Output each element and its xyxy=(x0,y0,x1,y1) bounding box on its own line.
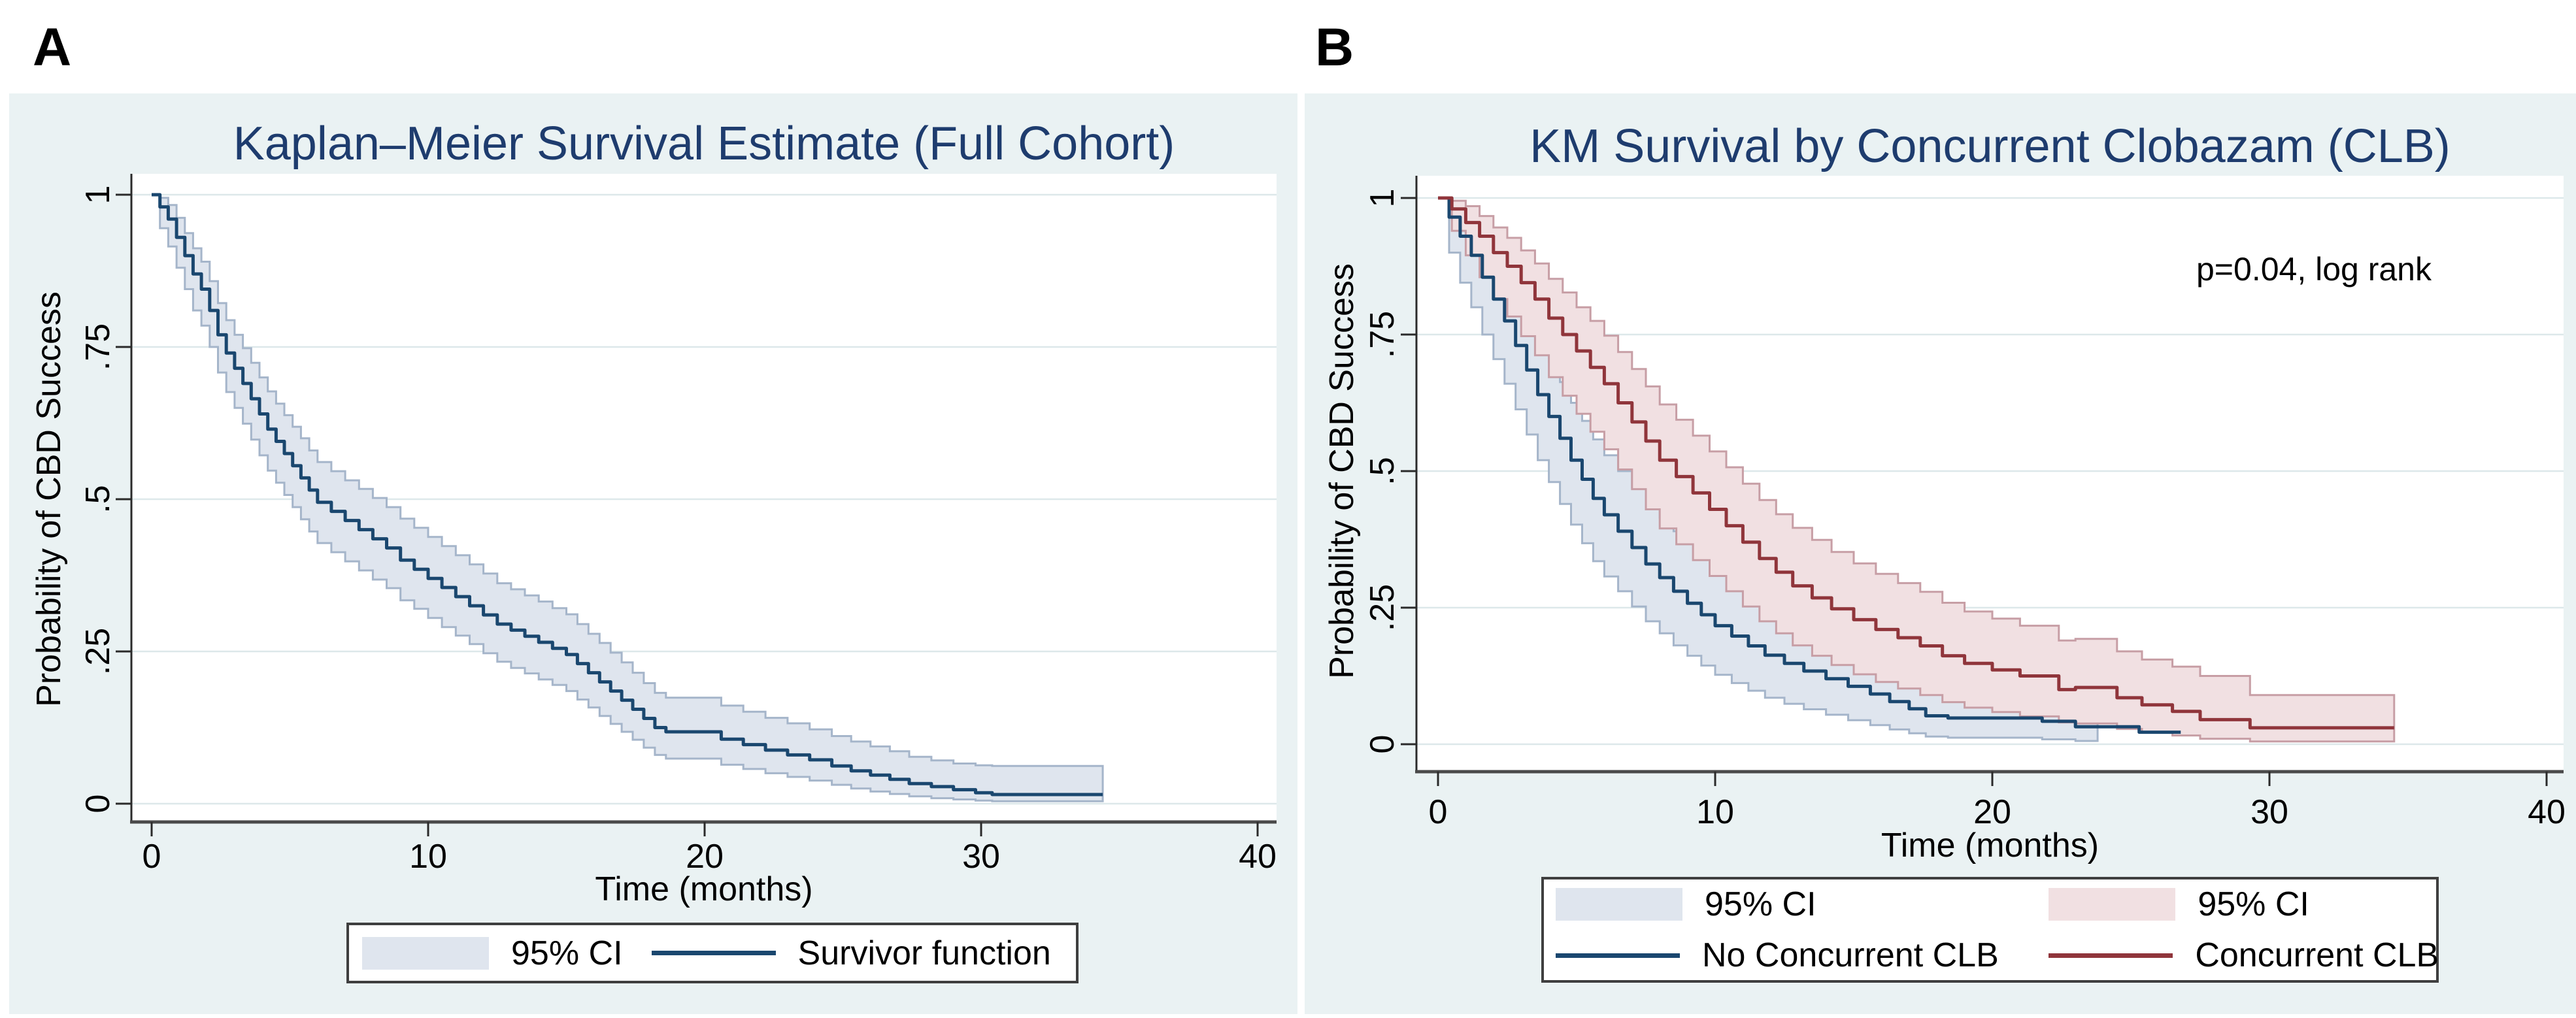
legend-label: 95% CI xyxy=(511,934,623,972)
y-tick-label: .25 xyxy=(79,627,117,676)
legend-item: 95% CI xyxy=(362,934,623,973)
legend-label: 95% CI xyxy=(1705,885,1816,923)
x-axis-title: Time (months) xyxy=(595,870,813,908)
y-tick-label: .75 xyxy=(79,323,117,371)
y-axis-title: Probability of CBD Success xyxy=(30,291,68,707)
ci-band-swatch xyxy=(2049,888,2176,921)
figure-label-a: A xyxy=(33,18,72,77)
legend-item: 95% CI xyxy=(2049,885,2436,924)
panel-title: KM Survival by Concurrent Clobazam (CLB) xyxy=(1530,120,2451,172)
km-plot-full-cohort xyxy=(116,174,1277,836)
ci-band xyxy=(152,193,1104,802)
y-tick-label: 1 xyxy=(79,185,117,205)
x-tick-label: 0 xyxy=(142,838,161,876)
x-tick-label: 30 xyxy=(2250,793,2288,831)
y-tick-label: .25 xyxy=(1363,583,1401,632)
legend-item: Survivor function xyxy=(651,934,1051,973)
line-swatch xyxy=(2049,953,2173,958)
legend-item: Concurrent CLB xyxy=(2049,936,2439,975)
x-tick-label: 30 xyxy=(962,838,1000,876)
survival-step-line xyxy=(152,193,1103,796)
legend-label: 95% CI xyxy=(2198,885,2309,923)
ci-band-swatch xyxy=(362,936,489,970)
x-tick-label: 20 xyxy=(1973,793,2011,831)
y-tick-label: .75 xyxy=(1363,310,1401,359)
x-tick-label: 10 xyxy=(409,838,447,876)
panel-a: Kaplan–Meier Survival Estimate (Full Coh… xyxy=(9,93,1297,1014)
panel-b: KM Survival by Concurrent Clobazam (CLB)… xyxy=(1305,93,2576,1014)
y-tick-label: 1 xyxy=(1363,188,1401,208)
x-tick-label: 10 xyxy=(1696,793,1734,831)
legend-box: 95% CI Survivor function xyxy=(346,923,1079,983)
y-axis-title: Probability of CBD Success xyxy=(1323,263,1361,679)
ci-band xyxy=(1438,197,2396,743)
line-swatch xyxy=(651,951,776,955)
survival-step-line xyxy=(1438,196,2394,730)
legend-label: Survivor function xyxy=(797,934,1051,972)
legend-item: No Concurrent CLB xyxy=(1556,936,2049,975)
legend-item: 95% CI xyxy=(1556,885,2049,924)
survival-step-line xyxy=(1438,196,2181,734)
y-tick-label: .5 xyxy=(79,485,117,514)
figure-label-b: B xyxy=(1315,18,1354,77)
legend-box: 95% CI 95% CI No Concurrent CLB Concurrent … xyxy=(1541,877,2439,983)
log-rank-annotation: p=0.04, log rank xyxy=(2196,251,2432,287)
x-tick-label: 20 xyxy=(686,838,724,876)
x-axis-title: Time (months) xyxy=(1881,827,2099,864)
x-tick-label: 40 xyxy=(1239,838,1277,876)
panel-title: Kaplan–Meier Survival Estimate (Full Coh… xyxy=(233,118,1175,170)
legend-label: Concurrent CLB xyxy=(2195,936,2439,974)
ci-band-swatch xyxy=(1556,888,1682,921)
km-plot-by-clobazam xyxy=(1401,176,2564,786)
x-tick-label: 40 xyxy=(2528,793,2566,831)
legend-label: No Concurrent CLB xyxy=(1702,936,1999,974)
y-tick-label: 0 xyxy=(1363,734,1401,754)
x-tick-label: 0 xyxy=(1428,793,1448,831)
line-swatch xyxy=(1556,953,1680,958)
y-tick-label: .5 xyxy=(1363,457,1401,485)
